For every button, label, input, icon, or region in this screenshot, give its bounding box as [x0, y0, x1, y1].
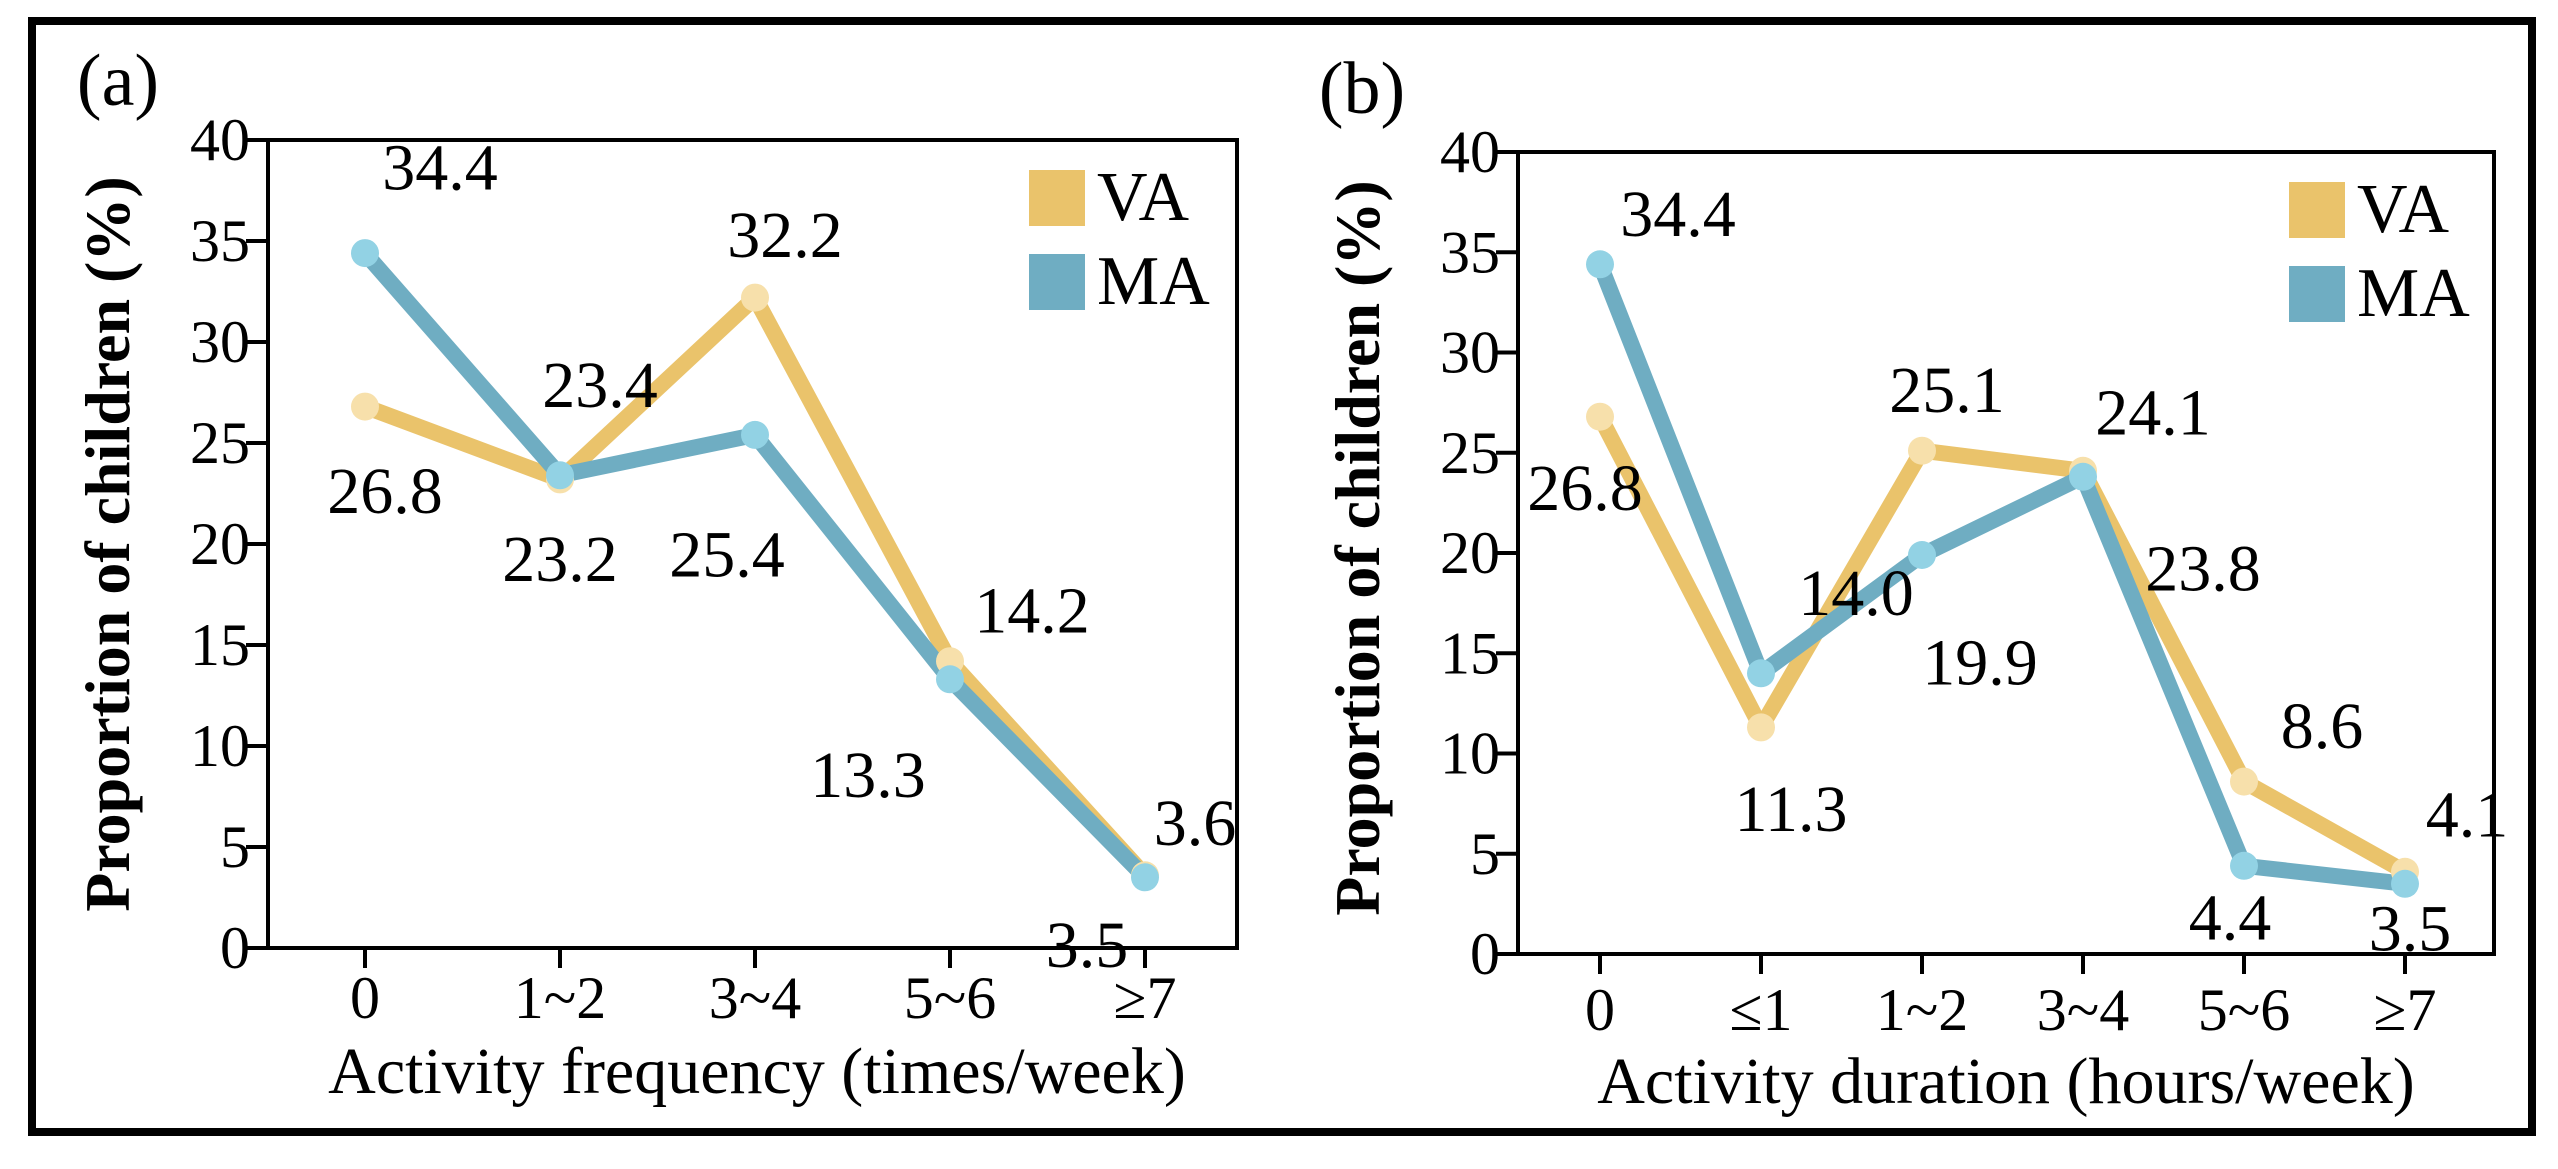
y-tick-label-a: 25 — [190, 410, 250, 476]
x-tick-label-a: 3~4 — [709, 965, 801, 1031]
va-data-point-a — [351, 392, 379, 421]
va-value-label-a: 14.2 — [974, 575, 1090, 648]
ma-value-label-b: 34.4 — [1620, 178, 1736, 251]
legend-b: VA MA — [2289, 175, 2470, 329]
ma-line-b — [1592, 256, 2413, 892]
va-data-point-b — [2230, 767, 2258, 796]
x-tick-label-b: 3~4 — [2037, 977, 2129, 1043]
y-tick-label-a: 15 — [190, 612, 250, 678]
legend-item-va: VA — [1029, 163, 1210, 233]
ma-value-label-a: 23.4 — [542, 349, 658, 422]
ma-value-label-b: 23.8 — [2145, 532, 2261, 605]
va-legend-label: VA — [2357, 171, 2450, 248]
va-value-label-b: 8.6 — [2281, 690, 2364, 763]
ma-data-point-b — [2391, 869, 2419, 898]
ma-data-point-a — [1131, 863, 1159, 892]
va-value-label-b: 24.1 — [2095, 376, 2211, 449]
y-tick-label-b: 0 — [1470, 921, 1500, 987]
va-value-label-b: 25.1 — [1889, 354, 2005, 427]
ma-data-point-a — [741, 420, 769, 449]
legend-a: VA MA — [1029, 163, 1210, 317]
va-data-point-b — [1908, 436, 1936, 465]
va-value-label-a: 23.2 — [502, 523, 618, 596]
ma-data-point-a — [546, 461, 574, 490]
va-value-label-b: 4.1 — [2426, 778, 2509, 851]
y-tick-label-b: 35 — [1440, 219, 1500, 285]
ma-value-label-b: 4.4 — [2189, 881, 2272, 954]
x-tick-label-a: ≥7 — [1114, 965, 1177, 1031]
y-tick-label-a: 35 — [190, 208, 250, 274]
ma-value-label-a: 13.3 — [810, 739, 926, 812]
va-value-label-b: 26.8 — [1527, 452, 1643, 525]
ma-data-point-b — [1908, 541, 1936, 569]
va-swatch-icon — [2289, 182, 2345, 238]
ma-data-point-a — [351, 239, 379, 268]
va-swatch-icon — [1029, 170, 1085, 226]
panel-label-a: (a) — [76, 40, 160, 122]
x-tick-label-b: ≥7 — [2374, 977, 2437, 1043]
y-axis-title-a: Proportion of children (%) — [72, 176, 143, 912]
ma-value-label-a: 34.4 — [382, 132, 498, 205]
ma-value-label-a: 3.5 — [1046, 909, 1129, 982]
va-value-label-b: 11.3 — [1734, 773, 1847, 846]
ma-data-point-b — [2069, 462, 2097, 491]
y-tick-label-a: 20 — [190, 511, 250, 577]
y-tick-label-b: 15 — [1440, 620, 1500, 686]
y-tick-label-a: 10 — [190, 713, 250, 779]
y-axis-title-b: Proportion of children (%) — [1322, 180, 1393, 916]
ma-value-label-a: 25.4 — [669, 518, 785, 591]
y-tick-label-b: 10 — [1440, 721, 1500, 787]
ma-value-label-b: 19.9 — [1922, 627, 2038, 700]
x-tick-label-b: 1~2 — [1876, 977, 1968, 1043]
va-line-b — [1592, 408, 2413, 880]
va-value-label-a: 3.6 — [1154, 787, 1237, 860]
y-tick-label-b: 25 — [1440, 420, 1500, 486]
y-tick-label-a: 0 — [220, 915, 250, 981]
legend-item-ma: MA — [2289, 259, 2470, 329]
ma-data-point-b — [2230, 851, 2258, 880]
x-tick-label-b: ≤1 — [1730, 977, 1793, 1043]
y-tick-label-b: 40 — [1440, 119, 1500, 185]
x-axis-title-b: Activity duration (hours/week) — [1597, 1045, 2415, 1118]
y-tick-label-a: 40 — [190, 107, 250, 173]
y-tick-label-a: 5 — [220, 814, 250, 880]
ma-legend-label: MA — [2357, 255, 2470, 332]
va-value-label-a: 26.8 — [327, 455, 443, 528]
x-tick-label-a: 1~2 — [514, 965, 606, 1031]
legend-item-va: VA — [2289, 175, 2470, 245]
ma-swatch-icon — [2289, 266, 2345, 322]
ma-data-point-b — [1747, 659, 1775, 688]
x-tick-label-b: 5~6 — [2198, 977, 2290, 1043]
ma-legend-label: MA — [1097, 243, 1210, 320]
va-data-point-b — [1586, 402, 1614, 431]
ma-data-point-b — [1586, 250, 1614, 279]
panel-label-b: (b) — [1318, 48, 1406, 130]
y-tick-label-a: 30 — [190, 309, 250, 375]
y-tick-label-b: 20 — [1440, 520, 1500, 586]
figure-border — [28, 17, 2536, 1136]
va-data-point-a — [741, 283, 769, 312]
va-legend-label: VA — [1097, 159, 1190, 236]
y-tick-label-b: 30 — [1440, 320, 1500, 386]
x-tick-label-a: 5~6 — [904, 965, 996, 1031]
va-value-label-a: 32.2 — [727, 199, 843, 272]
x-axis-title-a: Activity frequency (times/week) — [328, 1035, 1186, 1108]
va-data-point-b — [1747, 713, 1775, 742]
ma-value-label-b: 3.5 — [2369, 892, 2452, 965]
x-tick-label-b: 0 — [1585, 977, 1615, 1043]
legend-item-ma: MA — [1029, 247, 1210, 317]
ma-data-point-a — [936, 665, 964, 694]
ma-swatch-icon — [1029, 254, 1085, 310]
y-tick-label-b: 5 — [1470, 821, 1500, 887]
ma-value-label-b: 14.0 — [1798, 557, 1914, 630]
x-tick-label-a: 0 — [350, 965, 380, 1031]
